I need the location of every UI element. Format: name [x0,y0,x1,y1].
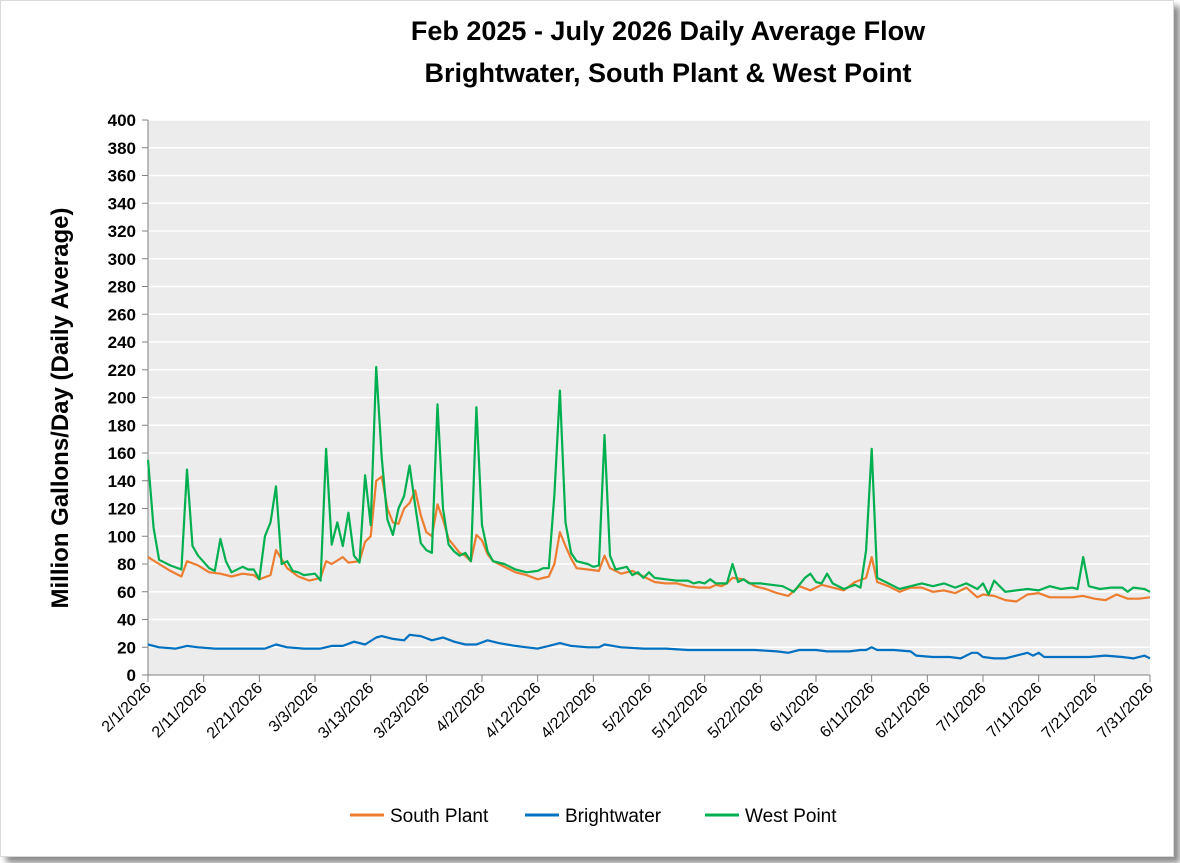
legend-label-brightwater: Brightwater [565,806,662,827]
y-tick-label: 140 [108,472,136,491]
x-tick-label: 7/11/2026 [984,680,1046,742]
y-tick-label: 320 [108,222,136,241]
x-tick-label: 2/21/2026 [204,680,266,742]
series-line-west-point [146,365,1151,596]
y-axis-label: Million Gallons/Day (Daily Average) [47,208,74,609]
y-tick-label: 120 [108,500,136,519]
x-tick-label: 7/1/2026 [934,680,990,736]
x-tick-label: 7/21/2026 [1039,680,1101,742]
x-tick-label: 5/2/2026 [600,680,656,736]
y-tick-label: 180 [108,416,136,435]
y-tick-label: 160 [108,444,136,463]
x-tick-label: 2/11/2026 [149,680,211,742]
y-tick-label: 360 [108,167,136,186]
x-tick-label: 4/2/2026 [433,680,489,736]
x-tick-label: 5/22/2026 [705,680,767,742]
y-tick-label: 220 [108,361,136,380]
x-tick-label: 3/3/2026 [266,680,322,736]
legend-label-south-plant: South Plant [390,806,489,827]
y-tick-label: 80 [117,555,136,574]
x-tick-label: 2/1/2026 [99,680,155,736]
y-tick-label: 400 [108,111,136,130]
gridlines [148,119,1150,648]
legend: South Plant Brightwater West Point [350,806,837,827]
series-line-south-plant [147,475,1151,603]
y-tick-label: 280 [108,278,136,297]
y-tick-label: 260 [108,305,136,324]
x-tick-label: 4/12/2026 [482,680,544,742]
x-tick-label: 6/1/2026 [767,680,823,736]
y-tick-label: 20 [117,638,136,657]
y-tick-label: 0 [127,666,136,685]
x-tick-label: 3/13/2026 [315,680,377,742]
x-tick-label: 6/21/2026 [872,680,934,742]
y-tick-label: 300 [108,250,136,269]
y-tick-label: 40 [117,611,136,630]
y-tick-label: 100 [108,527,136,546]
y-tick-label: 340 [108,194,136,213]
legend-label-west-point: West Point [745,806,837,827]
y-tick-label: 240 [108,333,136,352]
chart-title: Feb 2025 - July 2026 Daily Average Flow [411,16,926,46]
x-tick-label: 5/12/2026 [649,680,711,742]
series-lines [146,365,1151,660]
series-line-brightwater [147,633,1151,660]
y-tick-label: 60 [117,583,136,602]
x-tick-label: 3/23/2026 [371,680,433,742]
x-tick-label: 7/31/2026 [1094,680,1156,742]
y-tick-label: 200 [108,389,136,408]
y-tick-label: 380 [108,139,136,158]
x-tick-label: 4/22/2026 [538,680,600,742]
x-tick-label: 6/11/2026 [817,680,879,742]
chart-subtitle: Brightwater, South Plant & West Point [424,58,911,88]
